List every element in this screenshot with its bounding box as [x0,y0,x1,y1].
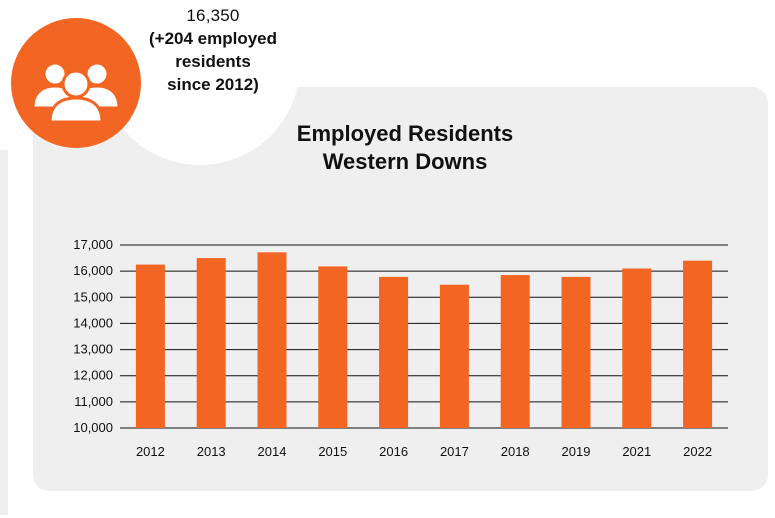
x-tick-label: 2021 [622,444,651,459]
x-tick-label: 2015 [318,444,347,459]
employed-count: 16,350 [186,6,240,25]
bar-2018 [500,275,530,428]
bar-2013 [196,258,226,428]
bar-2017 [439,284,469,428]
bar-2019 [561,276,591,428]
x-tick-label: 2018 [501,444,530,459]
employed-change-line-1: (+204 employed [148,29,278,48]
employed-stat: 16,350 (+204 employed residents since 20… [128,4,298,96]
chart-title-line-2: Western Downs [322,149,488,174]
employed-change-line-2: residents [175,52,251,71]
bar-2016 [379,276,409,428]
y-tick-label: 16,000 [73,263,113,278]
left-panel-edge [0,150,8,515]
y-tick-label: 17,000 [73,237,113,252]
x-tick-label: 2016 [379,444,408,459]
bar-2021 [622,268,652,428]
bar-2012 [135,264,165,428]
x-tick-label: 2013 [197,444,226,459]
x-tick-label: 2022 [683,444,712,459]
y-tick-label: 15,000 [73,289,113,304]
y-tick-label: 11,000 [74,394,113,409]
y-tick-label: 10,000 [73,420,113,435]
y-tick-label: 13,000 [73,342,113,357]
chart-title-line-1: Employed Residents [296,121,514,146]
x-tick-label: 2014 [258,444,287,459]
y-tick-label: 14,000 [73,315,113,330]
x-tick-label: 2019 [562,444,591,459]
employed-change-line-3: since 2012) [167,75,259,94]
bar-2014 [257,252,287,428]
bar-2015 [318,266,348,428]
bar-2022 [683,260,713,428]
chart-title: Employed Residents Western Downs [250,120,560,176]
employed-badge [11,18,141,148]
people-group-icon [31,61,121,124]
x-tick-label: 2012 [136,444,165,459]
x-tick-label: 2017 [440,444,469,459]
y-tick-label: 12,000 [73,368,113,383]
